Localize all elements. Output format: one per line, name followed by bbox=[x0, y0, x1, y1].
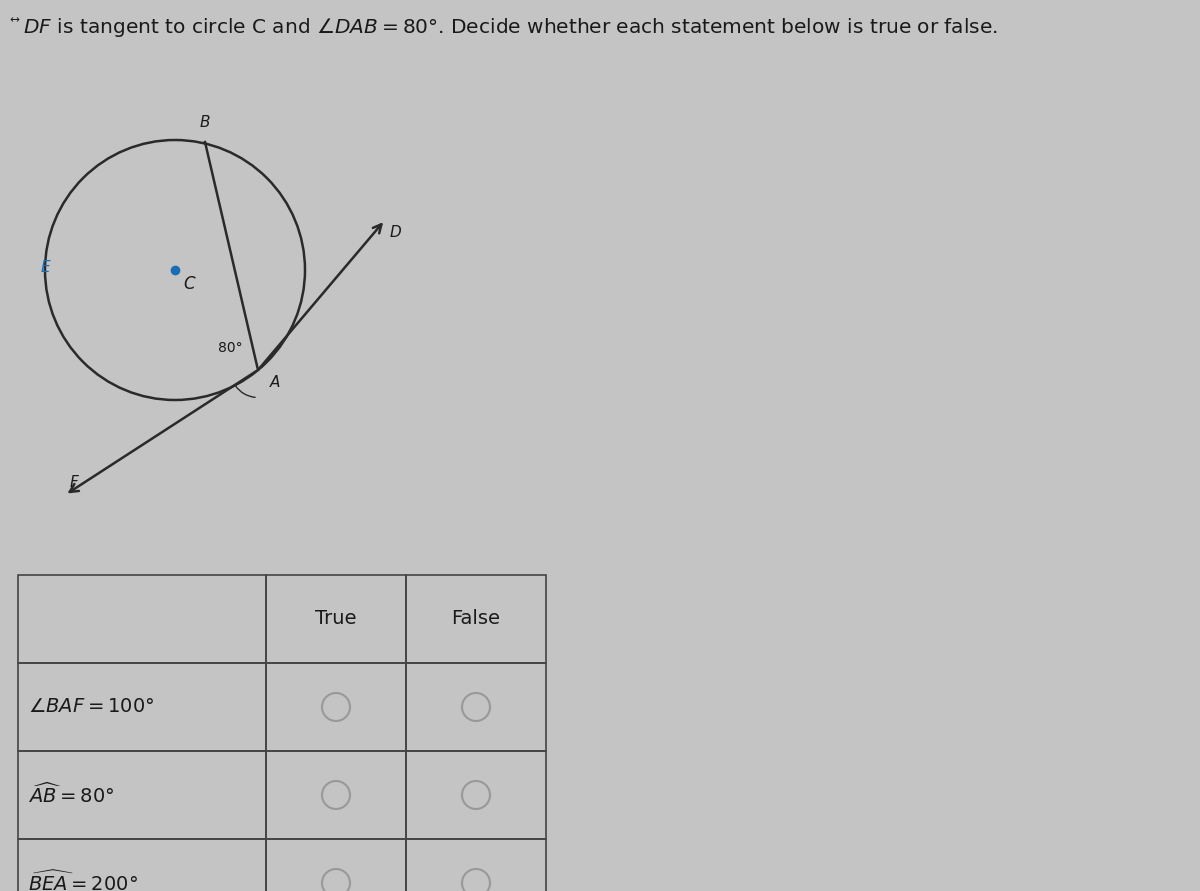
Bar bbox=[18, 839, 266, 891]
Bar bbox=[266, 839, 406, 891]
Text: $\overleftrightarrow{DF}$ is tangent to circle C and $\angle DAB = 80°$. Decide : $\overleftrightarrow{DF}$ is tangent to … bbox=[10, 15, 998, 39]
Text: D: D bbox=[390, 225, 402, 240]
Text: C: C bbox=[182, 275, 194, 293]
Bar bbox=[406, 663, 546, 751]
Text: $\angle BAF = 100°$: $\angle BAF = 100°$ bbox=[28, 698, 155, 716]
Bar bbox=[266, 751, 406, 839]
Text: 80°: 80° bbox=[217, 341, 242, 355]
Text: A: A bbox=[270, 375, 281, 390]
Bar bbox=[18, 663, 266, 751]
Text: $\widehat{AB} = 80°$: $\widehat{AB} = 80°$ bbox=[28, 783, 114, 807]
Bar bbox=[406, 751, 546, 839]
Text: True: True bbox=[316, 609, 356, 628]
Bar bbox=[18, 751, 266, 839]
Text: F: F bbox=[70, 475, 79, 490]
Text: $\widehat{BEA} = 200°$: $\widehat{BEA} = 200°$ bbox=[28, 871, 138, 891]
Bar bbox=[266, 663, 406, 751]
Bar bbox=[18, 575, 266, 663]
Bar bbox=[406, 839, 546, 891]
Text: False: False bbox=[451, 609, 500, 628]
Bar bbox=[406, 575, 546, 663]
Bar bbox=[266, 575, 406, 663]
Text: B: B bbox=[199, 115, 210, 130]
Text: E: E bbox=[41, 260, 50, 275]
